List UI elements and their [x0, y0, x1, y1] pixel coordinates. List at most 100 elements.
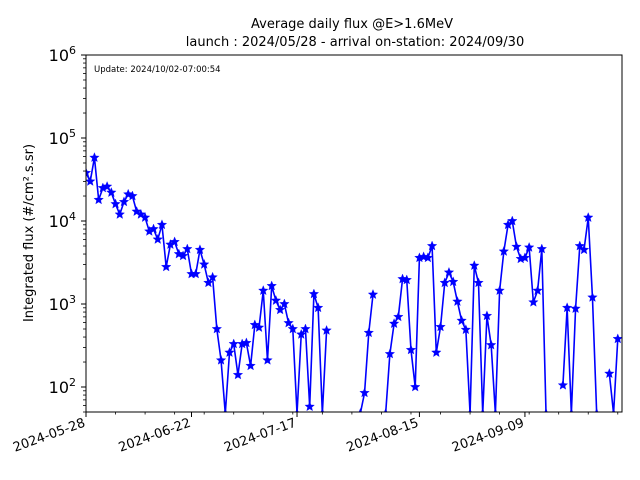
data-point — [249, 319, 260, 330]
data-point — [194, 244, 206, 255]
data-point — [494, 285, 505, 295]
data-point — [131, 206, 142, 216]
data-point — [410, 381, 421, 392]
data-point — [110, 198, 121, 209]
data-point — [211, 323, 222, 334]
data-point — [608, 408, 619, 412]
data-point — [182, 243, 193, 254]
data-point — [106, 187, 117, 197]
data-point — [439, 277, 450, 288]
data-point — [190, 268, 201, 279]
data-point — [296, 329, 307, 339]
x-tick-label: 2024-06-22 — [117, 416, 193, 456]
series-group — [86, 152, 622, 412]
data-point — [473, 277, 484, 288]
data-point — [561, 302, 573, 313]
data-point — [253, 322, 265, 332]
y-tick-label: 105 — [49, 127, 76, 148]
data-point — [519, 252, 531, 263]
series-line — [384, 220, 547, 412]
y-tick-label: 103 — [49, 293, 76, 314]
data-point — [152, 234, 163, 244]
data-point — [355, 408, 366, 412]
data-point — [215, 354, 227, 365]
data-point — [511, 241, 522, 252]
data-point — [405, 344, 417, 355]
data-point — [380, 408, 391, 412]
data-point — [587, 292, 598, 302]
data-point — [304, 401, 315, 412]
data-point — [524, 242, 535, 252]
data-point — [435, 321, 446, 332]
data-point — [232, 369, 244, 380]
data-point — [93, 194, 104, 205]
data-point — [557, 379, 569, 390]
series-line — [359, 294, 374, 412]
y-tick-label: 102 — [49, 376, 76, 397]
data-point — [443, 267, 455, 277]
series-line — [86, 156, 328, 412]
data-point — [481, 310, 493, 321]
data-point — [359, 387, 370, 398]
update-annotation: Update: 2024/10/02-07:00:54 — [94, 65, 221, 75]
data-point — [536, 243, 547, 254]
data-point — [118, 196, 130, 207]
series-line — [608, 338, 619, 412]
data-point — [566, 408, 577, 412]
data-point — [86, 167, 92, 178]
data-point — [578, 244, 590, 255]
data-point — [367, 289, 379, 299]
data-point — [456, 315, 467, 326]
data-point — [321, 325, 332, 335]
data-point — [287, 323, 298, 334]
data-point — [262, 354, 273, 365]
data-point — [275, 304, 286, 315]
data-point — [469, 260, 480, 270]
data-point — [591, 408, 602, 412]
data-point — [169, 236, 180, 247]
data-point — [532, 285, 543, 295]
data-point — [207, 271, 218, 282]
data-point — [241, 337, 252, 348]
x-tick-label: 2024-09-09 — [450, 416, 526, 456]
data-point — [101, 181, 113, 191]
data-point — [199, 259, 210, 269]
data-point — [507, 215, 518, 226]
data-point — [401, 274, 412, 285]
data-point — [258, 285, 269, 295]
data-point — [300, 323, 311, 334]
data-point — [477, 408, 488, 412]
data-point — [245, 360, 256, 371]
x-tick-label: 2024-08-15 — [345, 416, 421, 456]
data-point — [388, 318, 400, 329]
data-point — [156, 219, 168, 230]
x-tick-label: 2024-07-17 — [222, 416, 298, 456]
data-point — [426, 240, 438, 251]
y-tick-label: 106 — [49, 44, 76, 65]
data-point — [270, 295, 282, 305]
chart-subtitle: launch : 2024/05/28 - arrival on-station… — [186, 35, 524, 50]
data-point — [220, 408, 231, 412]
data-point — [448, 276, 459, 287]
data-point — [148, 223, 159, 234]
data-point — [224, 347, 235, 357]
chart-title: Average daily flux @E>1.6MeV — [251, 17, 453, 32]
y-tick-label: 104 — [49, 210, 76, 231]
data-point — [86, 175, 96, 186]
data-point — [384, 348, 396, 359]
data-point — [570, 303, 581, 313]
data-point — [114, 209, 125, 219]
data-point — [279, 298, 290, 309]
data-point — [498, 246, 509, 256]
data-point — [583, 212, 594, 222]
data-point — [308, 288, 320, 299]
data-point — [139, 212, 151, 222]
data-point — [393, 311, 404, 322]
data-point — [452, 296, 463, 306]
data-point — [604, 368, 615, 378]
data-point — [490, 408, 501, 412]
x-tick-label: 2024-05-28 — [11, 416, 87, 456]
data-point — [363, 327, 374, 338]
data-point — [528, 296, 539, 307]
